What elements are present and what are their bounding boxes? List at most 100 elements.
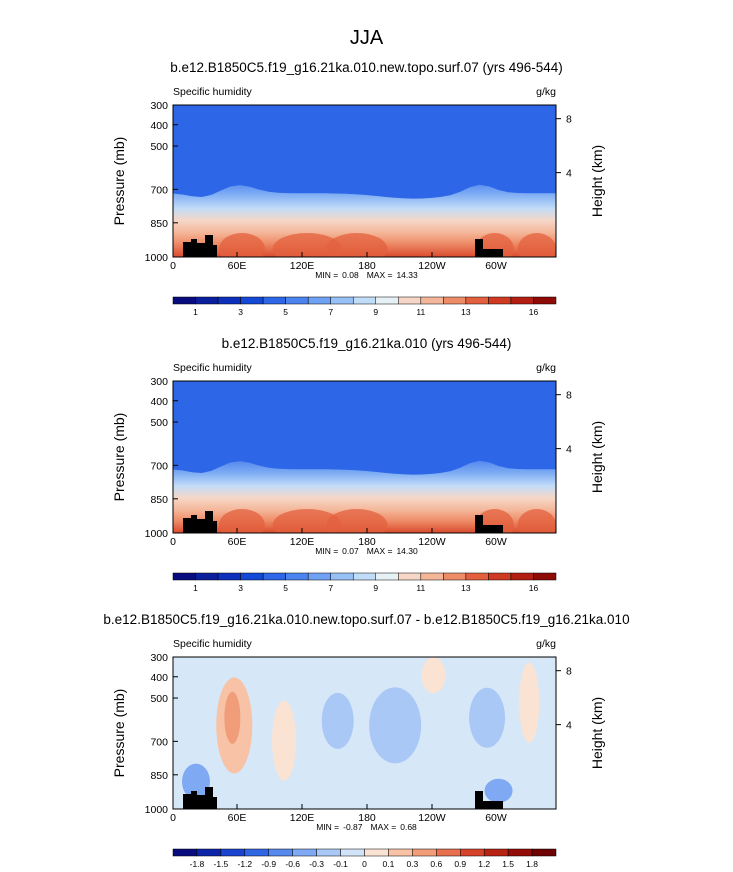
min-max-min-value: -0.87 [343,822,363,832]
colorbar-label: 1 [193,583,198,593]
colorbar-label: 13 [461,307,471,317]
x-tick-label: 120E [290,260,315,272]
min-max-max-value: 14.33 [396,270,418,280]
min-max-min-value: 0.08 [342,270,359,280]
height-tick-label: 8 [566,666,572,678]
colorbar-swatch [195,572,219,581]
x-tick-label: 60W [485,260,507,272]
topography-mask [183,518,191,533]
height-tick-label: 4 [566,444,572,456]
y-tick-label: 300 [150,376,168,388]
y-tick-label: 400 [150,120,168,132]
moisture-maximum [326,233,388,257]
colorbar-swatch [375,296,399,305]
colorbar-swatch [217,296,241,305]
colorbar-swatch [488,296,512,305]
colorbar-label: 3 [238,307,243,317]
colorbar-label: 16 [529,583,539,593]
topography-mask [213,521,217,533]
min-max-label: MIN = 0.08 MAX = 14.33 [315,270,418,280]
y-tick-label: 700 [150,736,168,748]
colorbar-swatch [436,848,461,857]
height-tick-label: 8 [566,390,572,402]
colorbar-swatch [531,848,557,857]
panel-3: b.e12.B1850C5.f19_g16.21ka.010.new.topo.… [103,612,629,869]
contour-field [173,381,556,533]
colorbar-swatch [510,572,534,581]
colorbar-label: 0 [362,859,367,869]
topography-mask [483,249,503,257]
panel-2: b.e12.B1850C5.f19_g16.21ka.010 (yrs 496-… [111,336,605,593]
y-tick-label: 700 [150,460,168,472]
colorbar-swatch [352,296,377,305]
min-max-max-value: 0.68 [400,822,417,832]
difference-anomaly [224,691,241,744]
min-max-label: MIN = -0.87 MAX = 0.68 [316,822,417,832]
y-axis-label: Pressure (mb) [111,689,127,778]
topography-mask [213,245,217,257]
colorbar-label: 1.2 [478,859,490,869]
topography-mask [183,242,191,257]
y-tick-label: 850 [150,494,168,506]
contour-band [173,105,556,199]
min-max-max-label: MAX = [370,822,396,832]
colorbar-label: 1.8 [526,859,538,869]
colorbar-label: 7 [328,583,333,593]
y2-axis-label: Height (km) [589,421,605,493]
colorbar-swatch [196,848,222,857]
colorbar-swatch [285,572,309,581]
height-tick-label: 4 [566,168,572,180]
colorbar-swatch [240,296,264,305]
colorbar-swatch [483,848,509,857]
colorbar-swatch [465,296,489,305]
colorbar-swatch [244,848,269,857]
colorbar-label: -0.1 [333,859,348,869]
difference-anomaly [484,778,513,803]
topography-mask [483,801,503,809]
y-tick-label: 850 [150,218,168,230]
topography-mask [197,243,205,257]
topography-mask [183,794,191,809]
min-max-min-label: MIN = [315,546,338,556]
colorbar-label: 0.9 [454,859,466,869]
colorbar-swatch [533,296,557,305]
colorbar-swatch [375,572,399,581]
y-tick-label: 400 [150,672,168,684]
moisture-maximum [218,509,265,533]
colorbar-swatch [220,848,246,857]
x-tick-label: 120W [418,812,446,824]
colorbar-swatch [307,296,331,305]
colorbar-swatch [195,296,219,305]
y-axis-label: Pressure (mb) [111,137,127,226]
colorbar: 1 3 5 7 9 11 13 16 [172,572,557,593]
topography-mask [213,797,217,809]
x-tick-label: 180 [358,260,376,272]
colorbar-swatch [172,296,196,305]
y-tick-label: 400 [150,396,168,408]
colorbar-swatch [443,296,467,305]
colorbar-swatch [364,848,389,857]
min-max-max-value: 14.30 [396,546,418,556]
height-tick-label: 4 [566,720,572,732]
field-label: Specific humidity [173,638,253,650]
colorbar: 1 3 5 7 9 11 13 16 [172,296,557,317]
x-tick-label: 0 [170,812,176,824]
colorbar-swatch [172,572,196,581]
colorbar-label: 0.1 [383,859,395,869]
colorbar-label: 11 [416,583,425,593]
difference-anomaly [519,662,540,743]
colorbar-swatch [292,848,317,857]
moisture-maximum [326,509,388,533]
y-axis-label: Pressure (mb) [111,413,127,502]
colorbar-label: 9 [373,307,378,317]
y-tick-label: 700 [150,184,168,196]
moisture-maximum [272,233,342,257]
x-tick-label: 60E [228,536,247,548]
panel-title: b.e12.B1850C5.f19_g16.21ka.010 (yrs 496-… [222,336,512,351]
colorbar-swatch [172,848,198,857]
x-tick-label: 60W [485,536,507,548]
colorbar-label: 11 [416,307,425,317]
x-tick-label: 180 [358,536,376,548]
contour-field [173,105,556,257]
